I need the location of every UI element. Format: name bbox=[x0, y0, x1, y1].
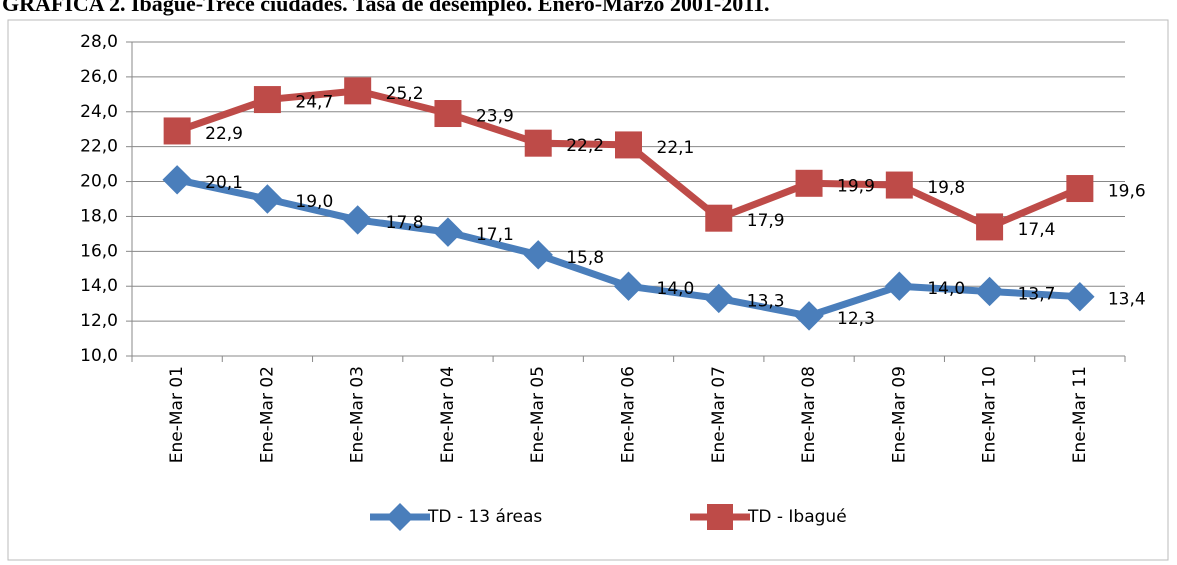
point bbox=[1066, 175, 1094, 203]
point bbox=[163, 117, 191, 145]
y-tick-label: 10,0 bbox=[80, 346, 118, 366]
point bbox=[252, 184, 283, 214]
point bbox=[162, 165, 192, 195]
data-label: 25,2 bbox=[386, 84, 424, 104]
y-tick-label: 22,0 bbox=[80, 137, 118, 157]
y-tick-label: 24,0 bbox=[80, 102, 118, 122]
x-tick-label: Ene-Mar 10 bbox=[980, 366, 1000, 463]
y-tick-label: 18,0 bbox=[80, 206, 118, 226]
data-label: 13,7 bbox=[1018, 284, 1056, 304]
y-tick-label: 28,0 bbox=[80, 32, 118, 52]
data-label: 17,1 bbox=[476, 225, 514, 245]
data-label: 14,0 bbox=[657, 279, 695, 299]
y-tick-label: 14,0 bbox=[80, 276, 118, 296]
data-label: 19,9 bbox=[837, 176, 875, 196]
point bbox=[433, 217, 463, 247]
x-tick-label: Ene-Mar 03 bbox=[348, 366, 368, 463]
x-tick-label: Ene-Mar 02 bbox=[257, 366, 277, 463]
data-label: 22,2 bbox=[566, 136, 604, 156]
point bbox=[974, 276, 1005, 307]
x-tick-label: Ene-Mar 08 bbox=[799, 366, 819, 463]
x-tick-label: Ene-Mar 09 bbox=[889, 366, 909, 463]
point bbox=[885, 171, 913, 199]
x-tick-label: Ene-Mar 06 bbox=[619, 366, 639, 463]
point bbox=[976, 213, 1004, 241]
data-label: 13,4 bbox=[1108, 290, 1146, 310]
point bbox=[344, 77, 372, 105]
legend-marker bbox=[707, 504, 733, 530]
data-label: 14,0 bbox=[927, 279, 965, 299]
x-tick-label: Ene-Mar 11 bbox=[1070, 366, 1090, 463]
point bbox=[794, 301, 824, 331]
data-label: 23,9 bbox=[476, 107, 514, 127]
data-label: 24,7 bbox=[295, 93, 333, 113]
legend-label: TD - Ibagué bbox=[747, 507, 847, 527]
point bbox=[434, 100, 462, 128]
y-tick-label: 20,0 bbox=[80, 172, 118, 192]
point bbox=[884, 271, 915, 301]
point bbox=[523, 240, 553, 270]
y-tick-label: 26,0 bbox=[80, 67, 118, 87]
data-label: 15,8 bbox=[566, 248, 604, 268]
data-label: 22,9 bbox=[205, 124, 243, 144]
point bbox=[253, 86, 281, 114]
x-tick-label: Ene-Mar 01 bbox=[167, 366, 187, 463]
data-label: 17,8 bbox=[386, 213, 424, 233]
legend-label: TD - 13 áreas bbox=[427, 507, 542, 527]
chart-frame bbox=[7, 19, 1169, 561]
x-tick-label: Ene-Mar 07 bbox=[709, 366, 729, 463]
legend-marker bbox=[386, 503, 414, 531]
data-label: 19,0 bbox=[295, 192, 333, 212]
point bbox=[613, 271, 644, 301]
y-tick-label: 12,0 bbox=[80, 311, 118, 331]
data-label: 17,9 bbox=[747, 211, 785, 231]
point bbox=[1065, 281, 1095, 312]
data-label: 20,1 bbox=[205, 173, 243, 193]
point bbox=[342, 205, 373, 235]
data-label: 19,8 bbox=[927, 178, 965, 198]
point bbox=[704, 283, 734, 314]
x-tick-label: Ene-Mar 04 bbox=[438, 366, 458, 463]
point bbox=[615, 131, 642, 159]
data-label: 17,4 bbox=[1018, 220, 1056, 240]
data-label: 13,3 bbox=[747, 291, 785, 311]
data-label: 12,3 bbox=[837, 309, 875, 329]
y-tick-label: 16,0 bbox=[80, 241, 118, 261]
point bbox=[795, 169, 823, 197]
point bbox=[524, 129, 552, 157]
data-label: 22,1 bbox=[657, 138, 695, 158]
data-label: 19,6 bbox=[1108, 182, 1146, 202]
chart-title: GRÁFICA 2. Ibagué-Trece ciudades. Tasa d… bbox=[2, 0, 770, 16]
point bbox=[705, 204, 733, 232]
x-tick-label: Ene-Mar 05 bbox=[528, 366, 548, 463]
